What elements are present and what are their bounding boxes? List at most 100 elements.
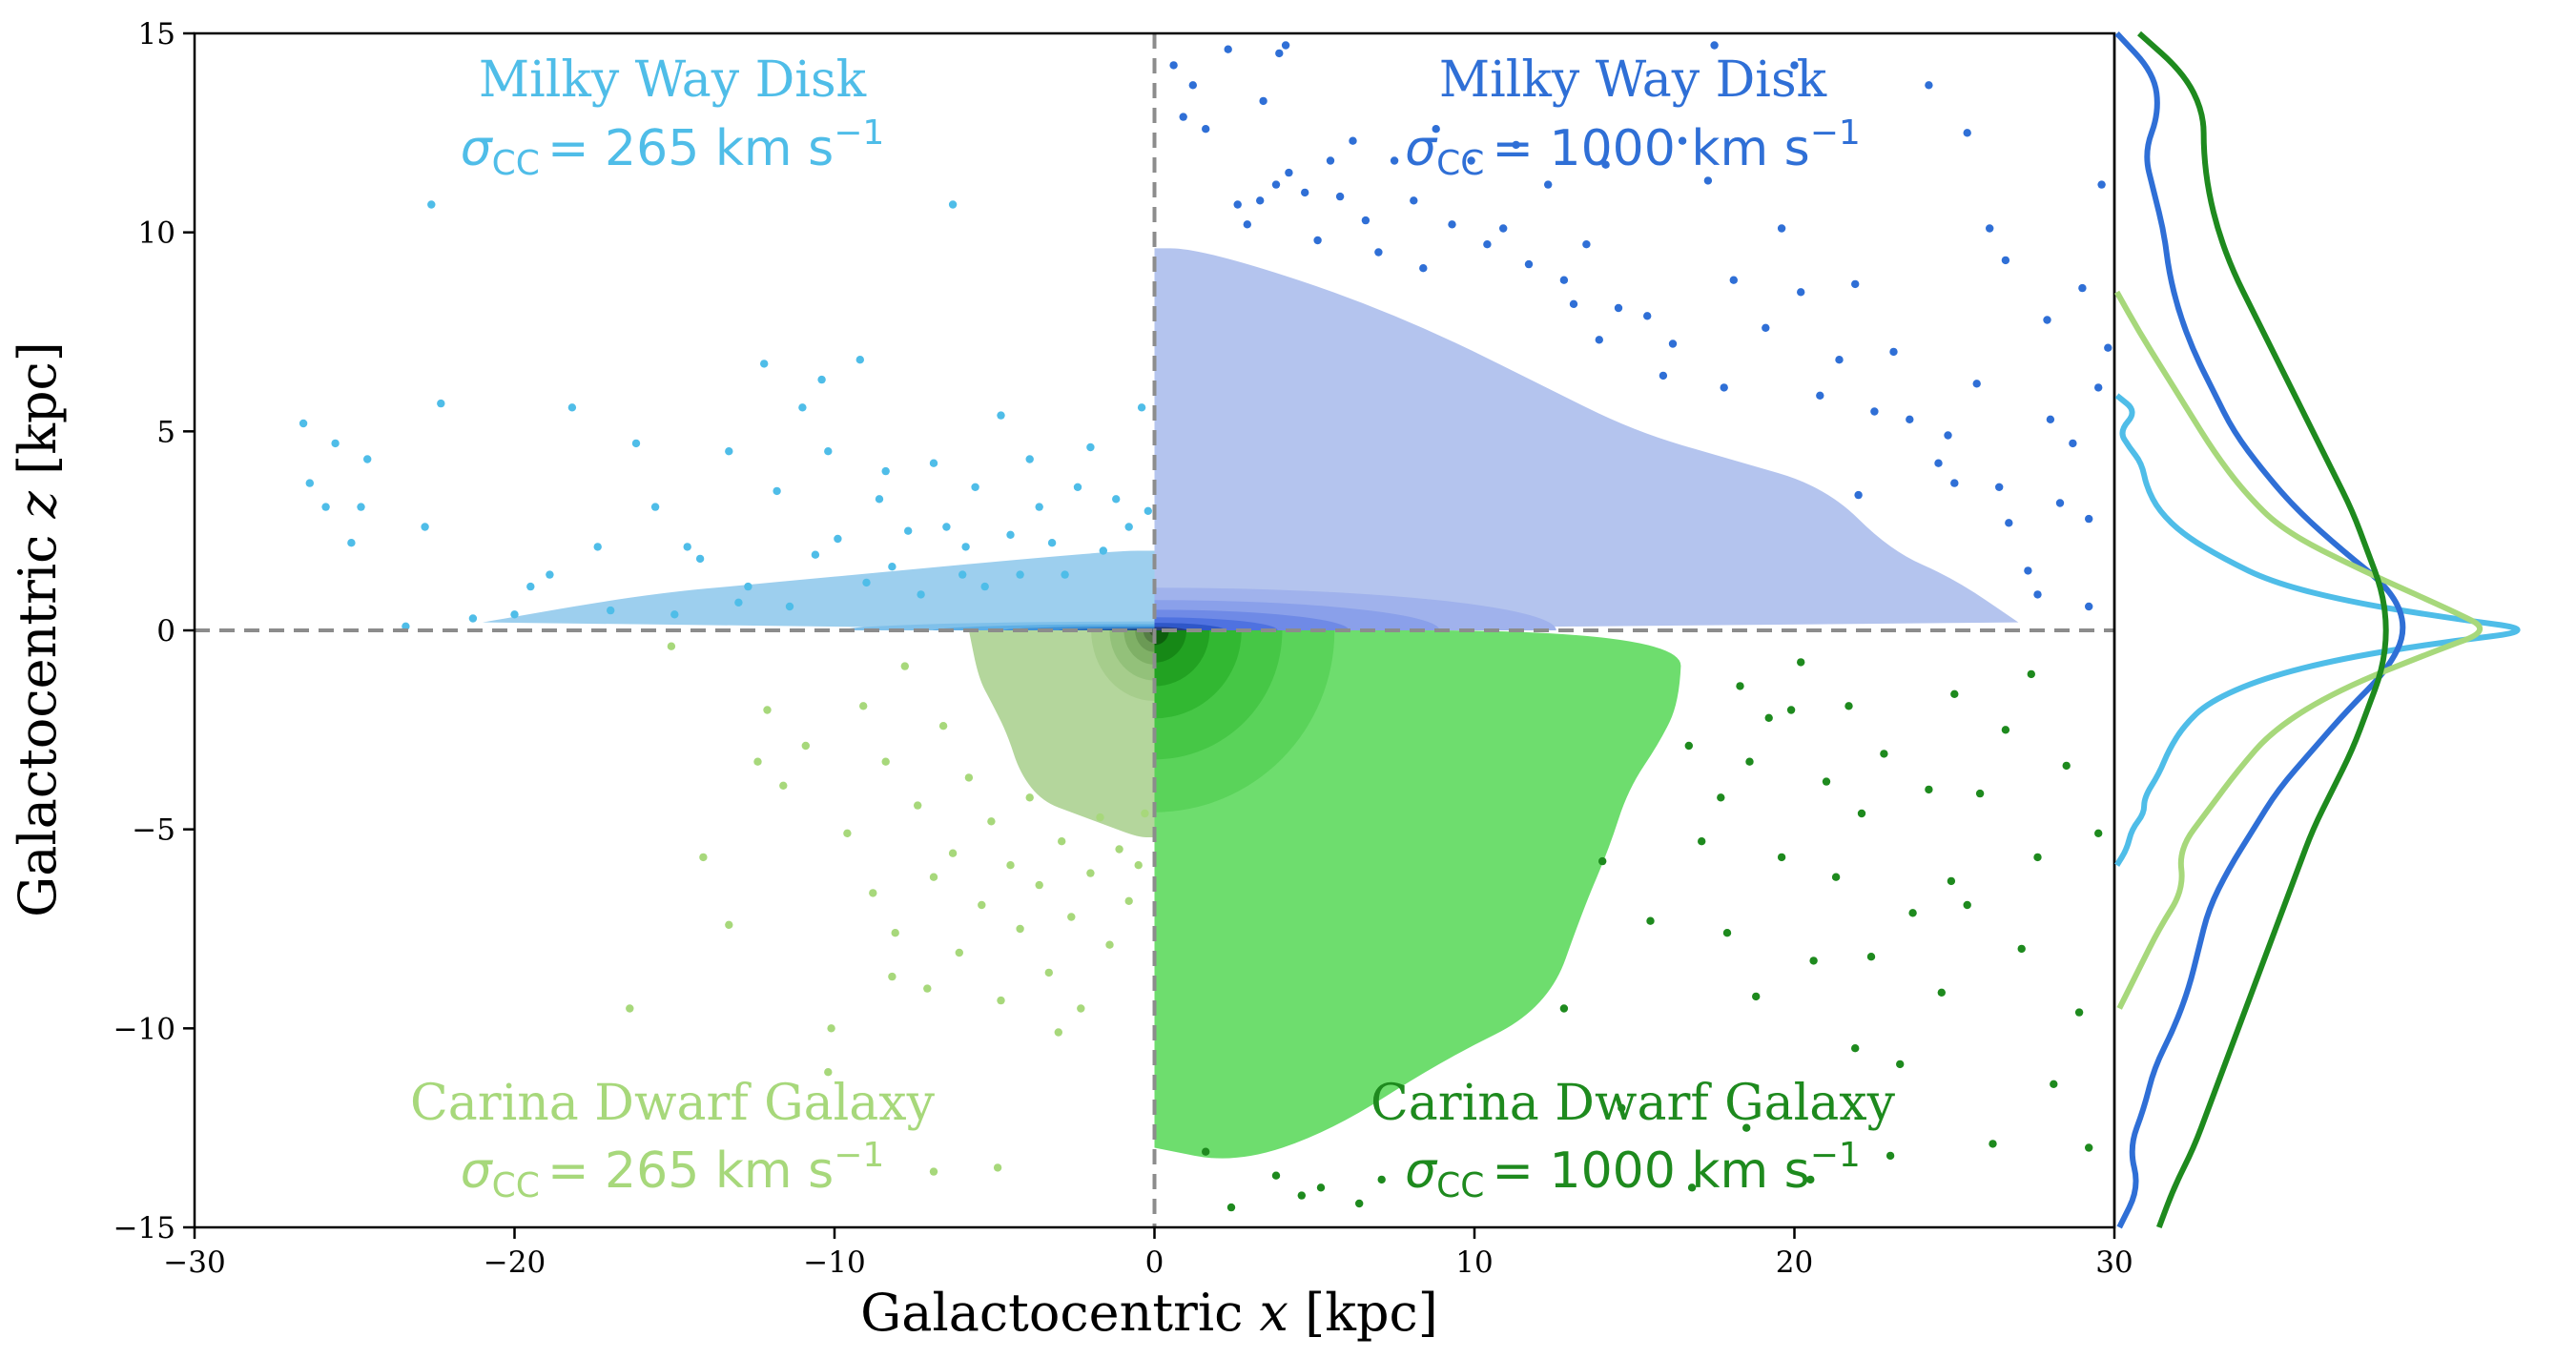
data-point xyxy=(1614,303,1623,313)
data-point xyxy=(357,503,365,511)
data-point xyxy=(1483,240,1492,249)
data-point xyxy=(2046,415,2055,423)
data-point xyxy=(801,741,810,751)
data-point xyxy=(971,483,979,491)
data-point xyxy=(1169,61,1178,70)
data-point xyxy=(1297,1191,1307,1200)
label-mw-265: Milky Way Disk σCC = 265 km s−1 xyxy=(461,51,885,183)
data-point xyxy=(1016,924,1024,934)
sigma-value: = 1000 km s xyxy=(1492,1142,1809,1200)
data-point xyxy=(980,582,989,591)
data-point xyxy=(1745,757,1754,766)
sigma-value: = 1000 km s xyxy=(1492,120,1809,177)
data-point xyxy=(1006,861,1015,870)
data-point xyxy=(1764,713,1773,722)
data-point xyxy=(1390,156,1399,165)
panel-name: Carina Dwarf Galaxy xyxy=(410,1075,936,1132)
x-axis-title-unit: [kpc] xyxy=(1288,1283,1438,1343)
data-point xyxy=(942,523,951,531)
data-point xyxy=(1233,200,1242,209)
data-point xyxy=(2055,499,2065,507)
y-tick-label: 5 xyxy=(156,415,175,449)
data-point xyxy=(2001,256,2010,265)
data-point xyxy=(1086,442,1095,452)
data-point xyxy=(1717,793,1725,802)
data-point xyxy=(2050,1080,2058,1089)
panel-sigma: σCC = 1000 km s−1 xyxy=(1405,1136,1861,1205)
data-point xyxy=(321,503,330,511)
data-point xyxy=(1077,1004,1085,1013)
data-point xyxy=(1035,880,1043,890)
data-point xyxy=(929,459,938,467)
data-point xyxy=(1419,264,1428,273)
x-axis-title: Galactocentric x [kpc] xyxy=(860,1283,1438,1343)
data-point xyxy=(1275,49,1284,58)
data-point xyxy=(2005,519,2013,527)
x-tick-label: 0 xyxy=(1145,1245,1164,1280)
data-point xyxy=(2062,761,2071,771)
data-point xyxy=(347,539,356,547)
data-point xyxy=(1559,1004,1569,1013)
sigma-symbol: σ xyxy=(461,1142,494,1200)
data-point xyxy=(1831,873,1841,881)
kde-inner-level xyxy=(1154,630,1169,646)
data-point xyxy=(2078,283,2087,293)
data-point xyxy=(1963,129,1971,137)
data-point xyxy=(427,200,436,209)
data-point xyxy=(824,447,833,456)
marginal-density-line xyxy=(2137,31,2389,1229)
data-point xyxy=(955,948,963,957)
marginal-panel xyxy=(2112,31,2521,1229)
data-point xyxy=(1947,876,1956,886)
sigma-subscript: CC xyxy=(492,1166,540,1205)
data-point xyxy=(1016,570,1024,579)
data-point xyxy=(958,570,967,579)
panel-name: Carina Dwarf Galaxy xyxy=(1370,1075,1896,1132)
data-point xyxy=(1054,1028,1063,1037)
data-point xyxy=(670,610,679,619)
data-point xyxy=(1259,96,1267,106)
data-point xyxy=(1925,81,1933,90)
y-axis-title-unit: [kpc] xyxy=(8,341,68,491)
data-point xyxy=(2094,829,2103,837)
data-point xyxy=(331,439,340,448)
data-point xyxy=(1668,340,1678,348)
data-point xyxy=(2094,383,2103,392)
reference-lines xyxy=(195,33,2114,1227)
data-point xyxy=(1285,168,1293,177)
panel-name: Milky Way Disk xyxy=(479,51,867,109)
data-point xyxy=(626,1004,634,1013)
data-point xyxy=(997,996,1005,1005)
data-point xyxy=(1809,957,1818,965)
sigma-exponent: −1 xyxy=(1810,113,1861,153)
panel-sigma: σCC = 1000 km s−1 xyxy=(1405,113,1861,183)
panel-sigma: σCC = 265 km s−1 xyxy=(461,113,885,183)
data-point xyxy=(1598,856,1607,866)
data-point xyxy=(773,486,781,496)
data-point xyxy=(1854,490,1863,500)
data-point xyxy=(468,614,478,623)
data-point xyxy=(1886,1151,1895,1161)
data-point xyxy=(725,447,733,456)
x-tick-label: 10 xyxy=(1455,1245,1493,1280)
points-upper-left xyxy=(299,200,1153,630)
data-point xyxy=(824,1068,833,1077)
data-point xyxy=(1105,940,1114,949)
y-axis-title: Galactocentric z [kpc] xyxy=(8,341,68,917)
y-tick-label: 0 xyxy=(156,614,175,648)
data-point xyxy=(1698,837,1706,846)
data-point xyxy=(2033,853,2042,862)
data-point xyxy=(1950,479,1959,487)
data-point xyxy=(929,873,938,881)
x-tick-label: −20 xyxy=(484,1245,546,1280)
data-point xyxy=(875,495,884,504)
data-point xyxy=(1684,741,1694,751)
data-point xyxy=(744,582,752,591)
data-point xyxy=(1851,279,1860,289)
data-point xyxy=(1569,299,1578,308)
points-lower-left xyxy=(626,642,1149,1176)
data-point xyxy=(1687,1183,1697,1192)
marginal-density-line xyxy=(2114,393,2521,867)
data-point xyxy=(1908,909,1917,917)
data-point xyxy=(1559,276,1569,284)
